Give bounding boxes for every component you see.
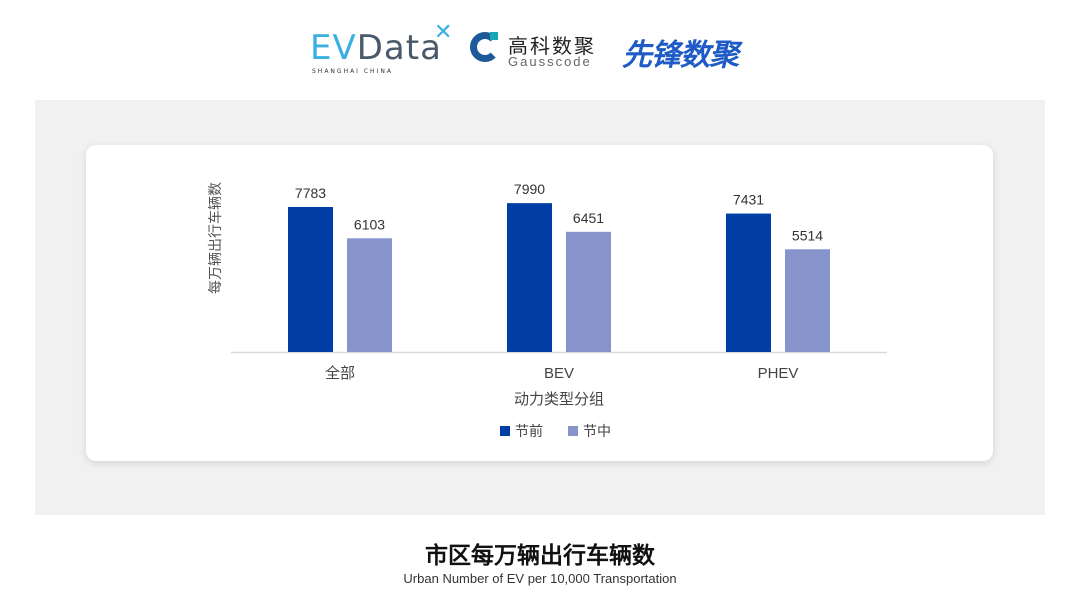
logo-bar: EVData ✕ SHANGHAI CHINA 高科数聚 Gausscode 先锋数聚	[310, 20, 739, 75]
xianfeng-logo: 先锋数聚	[622, 39, 739, 72]
legend-label: 节中	[583, 423, 611, 439]
x-axis-label: 动力类型分组	[514, 391, 604, 408]
bar-PHEV-节前	[726, 213, 771, 352]
data-label: 6451	[573, 210, 604, 226]
data-label: 5514	[792, 227, 823, 243]
x-tick-label: PHEV	[758, 365, 799, 382]
legend-swatch	[500, 426, 510, 436]
figure-subtitle: Urban Number of EV per 10,000 Transporta…	[403, 571, 677, 586]
bar-全部-节前	[288, 207, 333, 352]
data-label: 6103	[354, 216, 385, 232]
legend-swatch	[568, 426, 578, 436]
data-label: 7990	[514, 181, 545, 197]
bar-BEV-节前	[507, 203, 552, 352]
legend-label: 节前	[515, 423, 543, 439]
bar-全部-节中	[347, 238, 392, 352]
x-tick-label: 全部	[325, 364, 355, 382]
evdata-logo: EVData ✕ SHANGHAI CHINA	[310, 20, 454, 75]
x-tick-label: BEV	[544, 365, 574, 382]
figure-title: 市区每万辆出行车辆数	[425, 542, 655, 568]
y-axis-label: 每万辆出行车辆数	[207, 182, 223, 294]
bar-PHEV-节中	[785, 249, 830, 352]
data-label: 7431	[733, 192, 764, 208]
bar-BEV-节中	[566, 231, 611, 352]
data-label: 7783	[295, 185, 326, 201]
